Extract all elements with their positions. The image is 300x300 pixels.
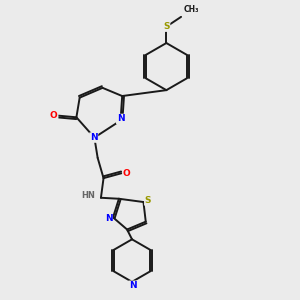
Text: HN: HN — [82, 191, 95, 200]
Text: O: O — [50, 111, 58, 120]
Text: S: S — [145, 196, 151, 205]
Text: S: S — [163, 22, 170, 31]
Text: N: N — [117, 114, 124, 123]
Text: N: N — [90, 133, 98, 142]
Text: O: O — [123, 169, 130, 178]
Text: N: N — [105, 214, 112, 223]
Text: CH₃: CH₃ — [184, 5, 199, 14]
Text: N: N — [129, 281, 136, 290]
